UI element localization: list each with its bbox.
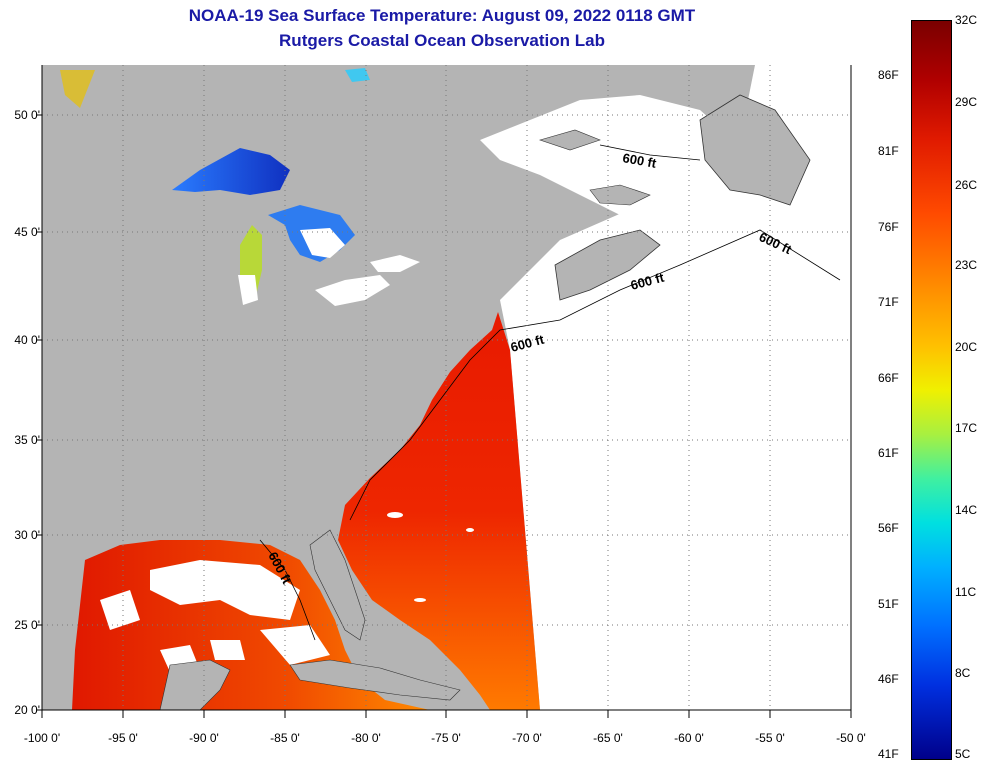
lat-label: 35 0' <box>14 433 40 447</box>
gulf-st-lawrence <box>480 95 760 230</box>
lat-label: 50 0' <box>14 108 40 122</box>
colorbar-c-label: 29C <box>955 95 978 109</box>
lon-label: -90 0' <box>189 731 219 745</box>
colorbar-c-label: 23C <box>955 258 978 272</box>
colorbar-c-label: 26C <box>955 178 978 192</box>
colorbar-c-label: 11C <box>955 585 977 599</box>
lat-label: 20 0' <box>14 703 40 717</box>
colorbar-c-label: 14C <box>955 503 978 517</box>
map-title: NOAA-19 Sea Surface Temperature: August … <box>188 6 696 25</box>
lon-label: -60 0' <box>674 731 704 745</box>
colorbar-f-label: 56F <box>878 521 899 535</box>
lon-label: -70 0' <box>512 731 542 745</box>
colorbar-f-label: 86F <box>878 68 899 82</box>
colorbar-f-label: 66F <box>878 371 899 385</box>
colorbar-f-label: 61F <box>878 446 899 460</box>
lon-label: -85 0' <box>270 731 300 745</box>
atlantic-sst <box>338 312 540 710</box>
isobath-label: 600 ft <box>621 150 658 171</box>
lat-label: 25 0' <box>14 618 40 632</box>
lake-superior <box>172 148 290 195</box>
map-subtitle: Rutgers Coastal Ocean Observation Lab <box>279 31 605 50</box>
lon-label: -65 0' <box>593 731 623 745</box>
lon-label: -75 0' <box>431 731 461 745</box>
colorbar-c-label: 32C <box>955 13 978 27</box>
colorbar-c-label: 5C <box>955 747 971 761</box>
lake-ontario <box>370 255 420 272</box>
colorbar-c-label: 17C <box>955 421 978 435</box>
lat-label: 40 0' <box>14 333 40 347</box>
lat-label: 45 0' <box>14 225 40 239</box>
colorbar-f-label: 71F <box>878 295 899 309</box>
colorbar-f-label: 51F <box>878 597 899 611</box>
lon-label: -80 0' <box>351 731 381 745</box>
lake-erie <box>315 275 390 306</box>
temperature-colorbar <box>911 20 952 760</box>
colorbar-f-label: 46F <box>878 672 899 686</box>
florida <box>309 529 366 641</box>
colorbar-c-label: 8C <box>955 666 971 680</box>
colorbar-f-label: 81F <box>878 144 899 158</box>
lon-label: -55 0' <box>755 731 785 745</box>
colorbar-f-label: 41F <box>878 747 899 761</box>
lat-label: 30 0' <box>14 528 40 542</box>
lon-label: -50 0' <box>836 731 866 745</box>
lon-label: -95 0' <box>108 731 138 745</box>
colorbar-c-label: 20C <box>955 340 978 354</box>
cuba <box>289 659 461 701</box>
newfoundland <box>699 94 811 206</box>
lon-label: -100 0' <box>23 731 61 745</box>
atlantic-nodata <box>500 65 851 710</box>
colorbar-f-label: 76F <box>878 220 899 234</box>
